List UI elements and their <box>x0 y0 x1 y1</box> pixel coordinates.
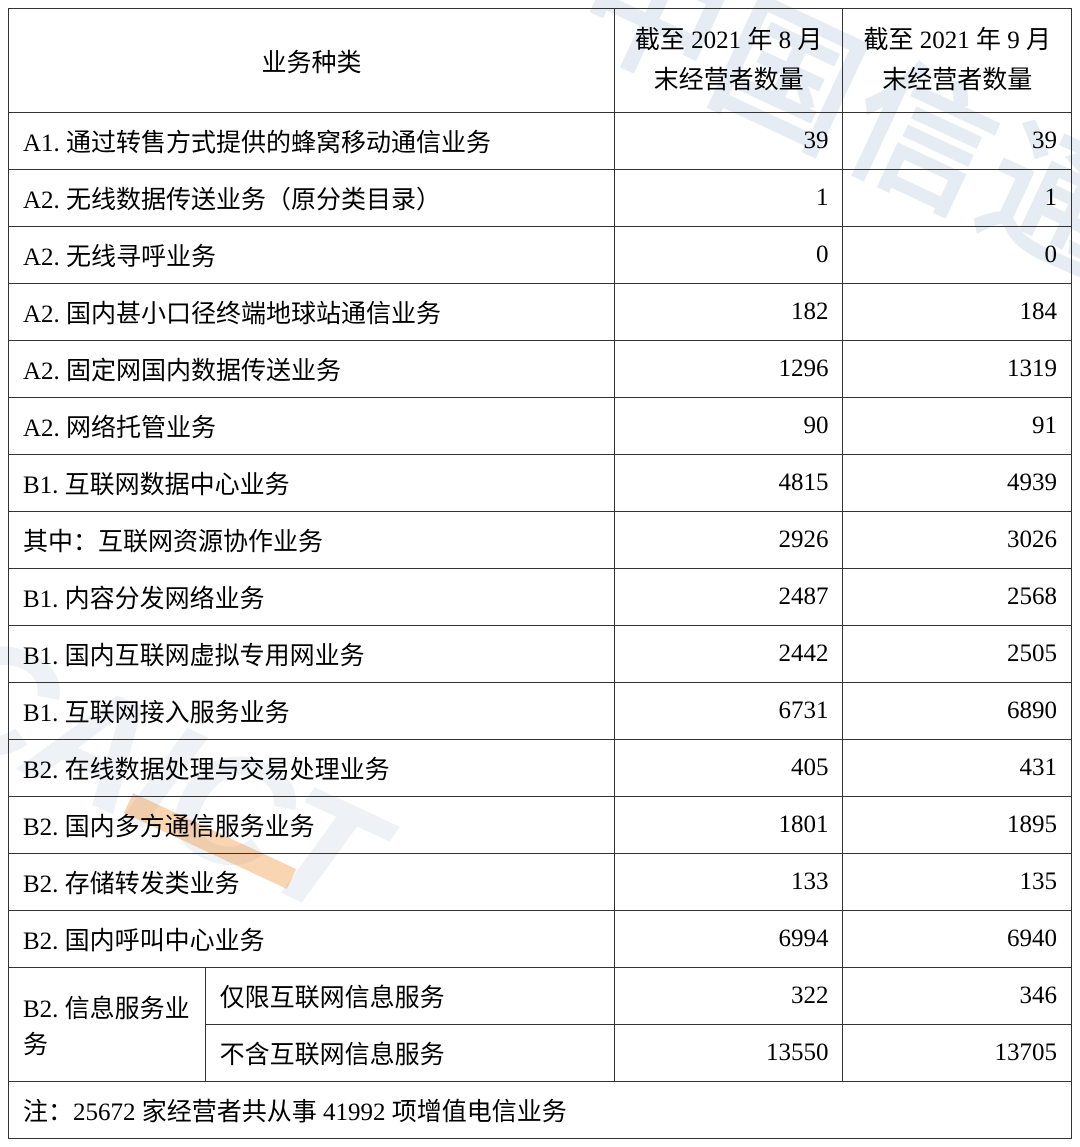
cell-aug: 6731 <box>614 683 843 740</box>
cell-sep: 1895 <box>843 797 1072 854</box>
table-row: B2. 存储转发类业务 133 135 <box>9 854 1072 911</box>
table-row: A1. 通过转售方式提供的蜂窝移动通信业务 39 39 <box>9 113 1072 170</box>
cell-aug: 2487 <box>614 569 843 626</box>
cell-label: A2. 网络托管业务 <box>9 398 615 455</box>
cell-aug: 6994 <box>614 911 843 968</box>
table-container: 业务种类 截至 2021 年 8 月末经营者数量 截至 2021 年 9 月末经… <box>0 0 1080 1147</box>
cell-sep: 91 <box>843 398 1072 455</box>
cell-aug: 4815 <box>614 455 843 512</box>
table-row: B2. 国内多方通信服务业务 1801 1895 <box>9 797 1072 854</box>
cell-sep: 0 <box>843 227 1072 284</box>
cell-aug: 0 <box>614 227 843 284</box>
cell-sep: 431 <box>843 740 1072 797</box>
cell-sub1-aug: 322 <box>614 968 843 1025</box>
cell-label: B1. 国内互联网虚拟专用网业务 <box>9 626 615 683</box>
cell-sep: 1319 <box>843 341 1072 398</box>
cell-aug: 2926 <box>614 512 843 569</box>
cell-label: B2. 在线数据处理与交易处理业务 <box>9 740 615 797</box>
cell-sep: 6940 <box>843 911 1072 968</box>
cell-sub2-aug: 13550 <box>614 1025 843 1082</box>
cell-sep: 2505 <box>843 626 1072 683</box>
cell-label: B1. 互联网接入服务业务 <box>9 683 615 740</box>
cell-sep: 4939 <box>843 455 1072 512</box>
cell-aug: 133 <box>614 854 843 911</box>
cell-aug: 1296 <box>614 341 843 398</box>
cell-label: A2. 无线数据传送业务（原分类目录） <box>9 170 615 227</box>
cell-aug: 2442 <box>614 626 843 683</box>
cell-sub1-sep: 346 <box>843 968 1072 1025</box>
table-body: A1. 通过转售方式提供的蜂窝移动通信业务 39 39 A2. 无线数据传送业务… <box>9 113 1072 1139</box>
cell-label: B2. 国内多方通信服务业务 <box>9 797 615 854</box>
header-sep-count: 截至 2021 年 9 月末经营者数量 <box>843 9 1072 113</box>
footer-note: 注：25672 家经营者共从事 41992 项增值电信业务 <box>9 1082 1072 1139</box>
cell-label: B2. 国内呼叫中心业务 <box>9 911 615 968</box>
cell-sep: 135 <box>843 854 1072 911</box>
cell-group-label: B2. 信息服务业务 <box>9 968 206 1082</box>
cell-label: B2. 存储转发类业务 <box>9 854 615 911</box>
cell-label: A2. 国内甚小口径终端地球站通信业务 <box>9 284 615 341</box>
table-row: B1. 国内互联网虚拟专用网业务 2442 2505 <box>9 626 1072 683</box>
table-row: 其中：互联网资源协作业务 2926 3026 <box>9 512 1072 569</box>
table-header-row: 业务种类 截至 2021 年 8 月末经营者数量 截至 2021 年 9 月末经… <box>9 9 1072 113</box>
cell-aug: 405 <box>614 740 843 797</box>
cell-sep: 6890 <box>843 683 1072 740</box>
cell-aug: 90 <box>614 398 843 455</box>
cell-label: 其中：互联网资源协作业务 <box>9 512 615 569</box>
header-aug-count: 截至 2021 年 8 月末经营者数量 <box>614 9 843 113</box>
cell-label: B1. 互联网数据中心业务 <box>9 455 615 512</box>
table-footer-row: 注：25672 家经营者共从事 41992 项增值电信业务 <box>9 1082 1072 1139</box>
cell-sep: 184 <box>843 284 1072 341</box>
cell-aug: 1801 <box>614 797 843 854</box>
cell-label: A1. 通过转售方式提供的蜂窝移动通信业务 <box>9 113 615 170</box>
cell-sep: 3026 <box>843 512 1072 569</box>
table-row: A2. 无线寻呼业务 0 0 <box>9 227 1072 284</box>
cell-label: A2. 无线寻呼业务 <box>9 227 615 284</box>
table-row: B2. 国内呼叫中心业务 6994 6940 <box>9 911 1072 968</box>
cell-label: B1. 内容分发网络业务 <box>9 569 615 626</box>
table-row: B1. 互联网接入服务业务 6731 6890 <box>9 683 1072 740</box>
table-row: B2. 在线数据处理与交易处理业务 405 431 <box>9 740 1072 797</box>
table-row: A2. 无线数据传送业务（原分类目录） 1 1 <box>9 170 1072 227</box>
table-row: B1. 互联网数据中心业务 4815 4939 <box>9 455 1072 512</box>
table-row-merged: B2. 信息服务业务 仅限互联网信息服务 322 346 <box>9 968 1072 1025</box>
cell-sep: 1 <box>843 170 1072 227</box>
cell-sep: 39 <box>843 113 1072 170</box>
cell-sep: 2568 <box>843 569 1072 626</box>
table-row: A2. 固定网国内数据传送业务 1296 1319 <box>9 341 1072 398</box>
table-row: B1. 内容分发网络业务 2487 2568 <box>9 569 1072 626</box>
cell-sub2-label: 不含互联网信息服务 <box>205 1025 614 1082</box>
cell-aug: 39 <box>614 113 843 170</box>
table-row: A2. 国内甚小口径终端地球站通信业务 182 184 <box>9 284 1072 341</box>
cell-sub2-sep: 13705 <box>843 1025 1072 1082</box>
business-type-table: 业务种类 截至 2021 年 8 月末经营者数量 截至 2021 年 9 月末经… <box>8 8 1072 1139</box>
table-row: A2. 网络托管业务 90 91 <box>9 398 1072 455</box>
cell-aug: 1 <box>614 170 843 227</box>
cell-sub1-label: 仅限互联网信息服务 <box>205 968 614 1025</box>
cell-aug: 182 <box>614 284 843 341</box>
cell-label: A2. 固定网国内数据传送业务 <box>9 341 615 398</box>
header-business-type: 业务种类 <box>9 9 615 113</box>
